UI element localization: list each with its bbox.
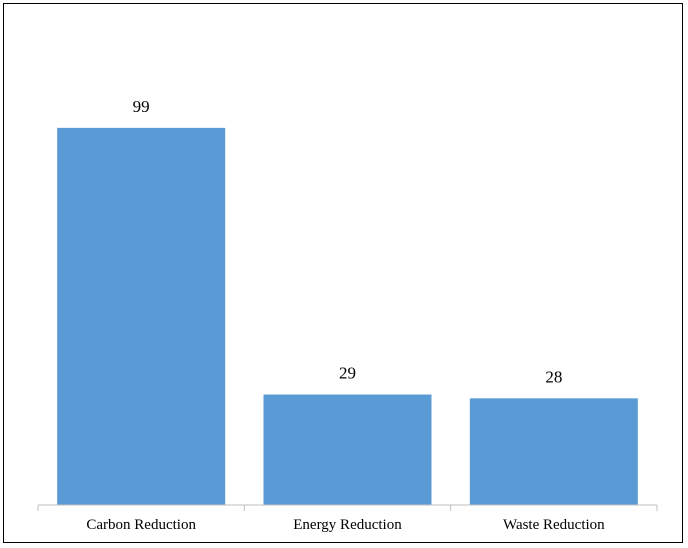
data-label: 99 [133, 97, 150, 116]
bars-layer [57, 127, 638, 505]
category-label: Waste Reduction [503, 517, 605, 533]
category-label: Carbon Reduction [86, 517, 196, 533]
data-label: 29 [339, 364, 356, 383]
bar-carbon-reduction [57, 127, 226, 505]
data-labels-layer: 99 29 28 [133, 97, 563, 386]
data-label: 28 [545, 367, 562, 386]
bar-energy-reduction [263, 394, 432, 505]
x-axis-ticks [37, 505, 658, 511]
bar-waste-reduction [469, 398, 638, 505]
category-labels-layer: Carbon Reduction Energy Reduction Waste Re… [86, 517, 605, 533]
category-label: Energy Reduction [293, 517, 402, 533]
